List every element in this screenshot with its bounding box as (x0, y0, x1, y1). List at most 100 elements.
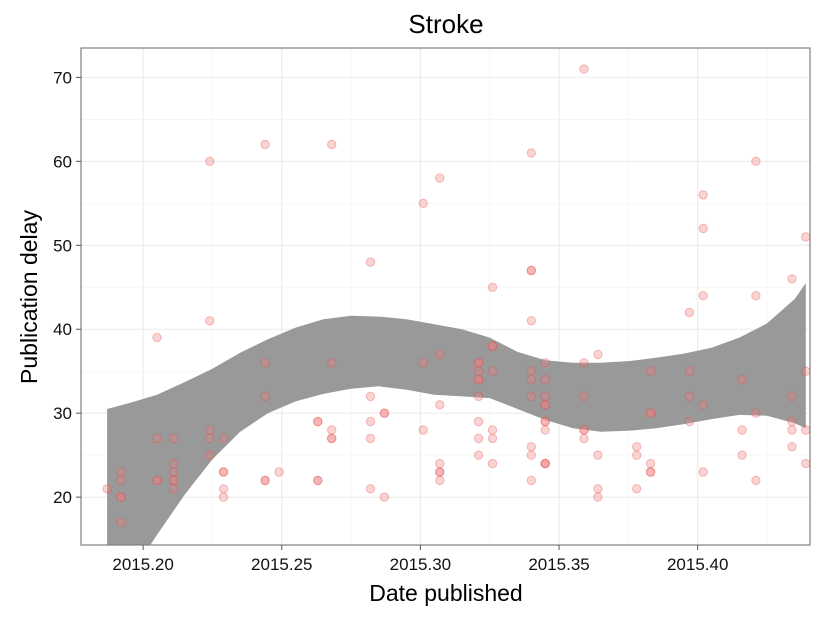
data-point (327, 433, 337, 444)
data-point (751, 291, 761, 301)
data-point (737, 450, 747, 460)
confidence-band (107, 283, 806, 545)
data-point (327, 358, 337, 368)
data-point (365, 484, 376, 494)
data-point (435, 467, 445, 477)
data-point (418, 358, 428, 368)
data-point (579, 425, 589, 435)
data-point (487, 425, 498, 435)
data-point (435, 475, 445, 486)
data-point (593, 492, 603, 502)
data-point (473, 366, 484, 376)
data-point (487, 282, 498, 292)
data-point (645, 467, 656, 477)
data-point (737, 374, 747, 385)
x-tick-label: 2015.30 (390, 555, 451, 574)
data-point (435, 400, 445, 410)
x-tick-label: 2015.35 (528, 555, 589, 574)
points-layer (102, 64, 810, 527)
data-point (526, 475, 536, 486)
data-point (526, 442, 536, 452)
data-point (473, 374, 484, 385)
data-point (435, 467, 445, 477)
data-point (526, 316, 536, 326)
data-point (218, 484, 229, 494)
data-point (168, 433, 179, 444)
data-point (632, 450, 642, 460)
data-point (540, 358, 550, 368)
data-point (435, 458, 445, 469)
data-point (787, 416, 797, 427)
data-point (526, 148, 536, 158)
data-point (365, 416, 376, 427)
data-point (473, 450, 484, 460)
data-point (365, 433, 376, 444)
y-tick-label: 50 (53, 236, 72, 255)
data-point (418, 198, 428, 209)
confidence-band-layer (107, 283, 806, 545)
data-point (645, 366, 656, 376)
data-point (787, 442, 797, 452)
data-point (540, 374, 550, 385)
data-point (379, 492, 390, 502)
data-point (645, 467, 656, 477)
data-point (579, 358, 589, 368)
data-point (473, 433, 484, 444)
data-point (218, 467, 229, 477)
data-point (579, 64, 589, 74)
data-point (540, 391, 550, 402)
data-point (540, 458, 550, 469)
x-tick-label: 2015.20 (112, 555, 173, 574)
data-point (487, 366, 498, 376)
data-point (168, 475, 179, 486)
data-point (801, 458, 810, 469)
data-point (487, 341, 498, 351)
data-point (593, 450, 603, 460)
data-point (632, 484, 642, 494)
data-point (327, 433, 337, 444)
x-tick-label: 2015.40 (667, 555, 728, 574)
y-axis-title: Publication delay (16, 210, 42, 384)
data-point (274, 467, 284, 477)
y-axis: 20 30 40 50 60 70 (53, 68, 81, 507)
data-point (327, 425, 337, 435)
data-point (684, 307, 695, 318)
data-point (787, 274, 797, 284)
data-point (737, 425, 747, 435)
data-point (751, 156, 761, 167)
data-point (313, 475, 323, 486)
data-point (540, 416, 550, 427)
panel-border (80, 47, 811, 546)
x-axis: 2015.20 2015.25 2015.30 2015.35 2015.40 (112, 545, 728, 574)
data-point (260, 475, 270, 486)
data-point (116, 517, 126, 527)
data-point (487, 458, 498, 469)
data-point (801, 366, 810, 376)
data-point (593, 349, 603, 360)
x-tick-label: 2015.25 (251, 555, 312, 574)
data-point (801, 425, 810, 435)
data-point (379, 408, 390, 418)
data-point (205, 450, 215, 460)
data-point (116, 492, 126, 502)
data-point (205, 316, 215, 326)
data-point (645, 408, 656, 418)
data-point (698, 223, 708, 234)
data-point (579, 391, 589, 402)
data-point (260, 475, 270, 486)
data-point (526, 450, 536, 460)
data-point (540, 416, 550, 427)
data-point (365, 257, 376, 267)
data-point (205, 156, 215, 167)
data-point (487, 433, 498, 444)
data-point (473, 391, 484, 402)
data-point (260, 139, 270, 150)
data-point (540, 458, 550, 469)
data-point (152, 475, 162, 486)
data-point (579, 425, 589, 435)
y-tick-label: 40 (53, 320, 72, 339)
data-point (751, 475, 761, 486)
data-point (152, 433, 162, 444)
data-point (698, 190, 708, 200)
